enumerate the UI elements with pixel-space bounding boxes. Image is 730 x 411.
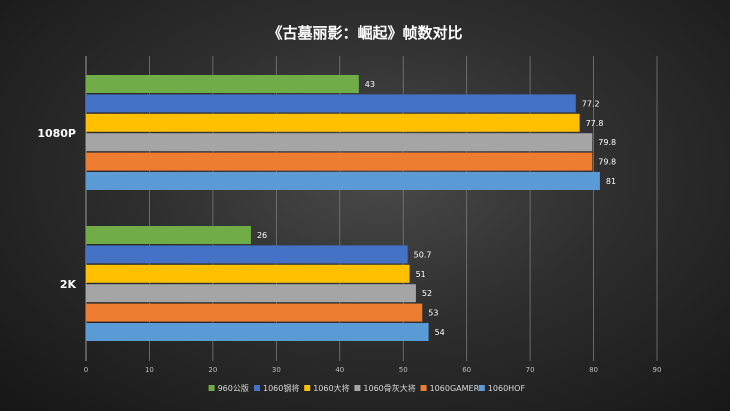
category-label-2K: 2K	[60, 278, 77, 291]
bar-2K-1060HOF	[86, 323, 429, 341]
data-label: 77.2	[582, 99, 600, 108]
legend-swatch-1060HOF	[478, 385, 485, 391]
data-label: 26	[257, 231, 267, 240]
data-label: 79.8	[598, 138, 616, 147]
data-label: 50.7	[414, 250, 432, 259]
chart-title: 《古墓丽影：崛起》帧数对比	[267, 24, 462, 42]
bar-2K-960公版	[86, 226, 251, 244]
legend-swatch-1060钢将	[254, 385, 260, 391]
x-tick-label: 30	[272, 366, 281, 374]
data-label: 81	[606, 177, 616, 186]
legend-entry: 1060大将	[313, 383, 349, 393]
data-label: 43	[365, 80, 375, 89]
bar-2K-1060大将	[86, 264, 410, 283]
legend-swatch-960公版	[208, 385, 215, 391]
bar-2K-1060GAMER	[86, 303, 423, 322]
data-label: 51	[416, 270, 426, 279]
x-tick-label: 10	[145, 366, 154, 374]
category-labels: 1080P 2K	[37, 127, 76, 291]
legend-entry: 1060GAMER	[430, 384, 480, 393]
bar-1080P-1060钢将	[86, 94, 576, 113]
legend-entry: 960公版	[218, 383, 249, 393]
data-labels: 43 77.2 77.8 79.8 79.8 81 26 50.7 51 52 53 54	[257, 80, 616, 337]
bar-1080P-960公版	[86, 75, 359, 93]
legend: 960公版 1060钢将 1060大将 1060骨灰大将 1060GAMER 1060HO…	[208, 383, 526, 393]
legend-entry: 1060骨灰大将	[363, 383, 415, 393]
legend-swatch-1060骨灰大将	[354, 385, 361, 391]
data-label: 53	[428, 309, 438, 318]
x-tick-label: 60	[462, 366, 471, 374]
legend-entry: 1060钢将	[263, 383, 299, 393]
category-label-1080P: 1080P	[37, 127, 76, 140]
data-label: 52	[422, 289, 432, 298]
bars	[86, 75, 600, 341]
legend-swatch-1060GAMER	[420, 385, 427, 391]
data-label: 79.8	[598, 158, 616, 167]
bar-2K-1060骨灰大将	[86, 284, 416, 303]
legend-swatch-1060大将	[304, 385, 311, 391]
bar-1080P-1060HOF	[86, 172, 600, 190]
x-tick-label: 20	[208, 366, 217, 374]
bar-2K-1060钢将	[86, 245, 408, 264]
x-axis-ticks: 0 10 20 30 40 50 60 70 80 90	[84, 366, 662, 374]
data-label: 77.8	[586, 119, 604, 128]
x-tick-label: 0	[84, 366, 88, 374]
data-label: 54	[435, 328, 445, 337]
x-tick-label: 70	[526, 366, 535, 374]
bar-1080P-1060GAMER	[86, 152, 593, 171]
legend-entry: 1060HOF	[488, 384, 526, 393]
bar-1080P-1060大将	[86, 113, 580, 132]
x-tick-label: 50	[399, 366, 408, 374]
x-tick-label: 90	[653, 366, 662, 374]
x-tick-label: 80	[589, 366, 598, 374]
bar-1080P-1060骨灰大将	[86, 133, 593, 152]
x-tick-label: 40	[335, 366, 344, 374]
